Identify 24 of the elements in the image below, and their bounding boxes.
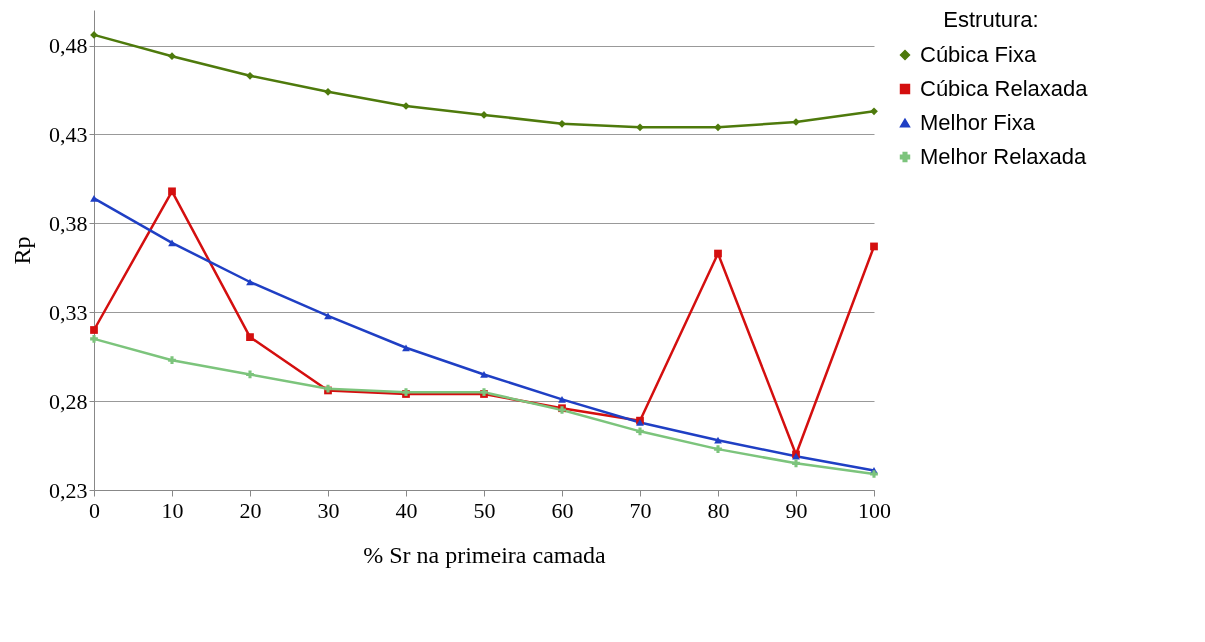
y-tick-label: 0,38: [49, 210, 88, 236]
y-tick-label: 0,33: [49, 299, 88, 325]
legend-label: Cúbica Fixa: [920, 42, 1037, 67]
x-tick-label: 20: [239, 497, 262, 523]
x-tick-label: 100: [858, 497, 891, 523]
y-axis-title: Rp: [9, 236, 35, 265]
legend-title: Estrutura:: [943, 7, 1039, 32]
x-tick-label: 0: [89, 497, 100, 523]
legend-label: Cúbica Relaxada: [920, 76, 1089, 101]
x-tick-label: 30: [317, 497, 340, 523]
x-tick-label: 90: [785, 497, 808, 523]
y-tick-label: 0,28: [49, 388, 88, 414]
x-axis-title: % Sr na primeira camada: [363, 541, 607, 568]
y-tick-label: 0,43: [49, 121, 88, 147]
legend-label: Melhor Fixa: [920, 110, 1036, 135]
x-tick-label: 60: [551, 497, 574, 523]
legend-label: Melhor Relaxada: [920, 144, 1088, 169]
x-tick-label: 70: [629, 497, 652, 523]
x-tick-label: 50: [473, 497, 496, 523]
x-tick-label: 40: [395, 497, 418, 523]
y-tick-label: 0,23: [49, 477, 88, 503]
y-tick-label: 0,48: [49, 33, 88, 59]
x-tick-label: 10: [161, 497, 184, 523]
x-tick-label: 80: [707, 497, 730, 523]
